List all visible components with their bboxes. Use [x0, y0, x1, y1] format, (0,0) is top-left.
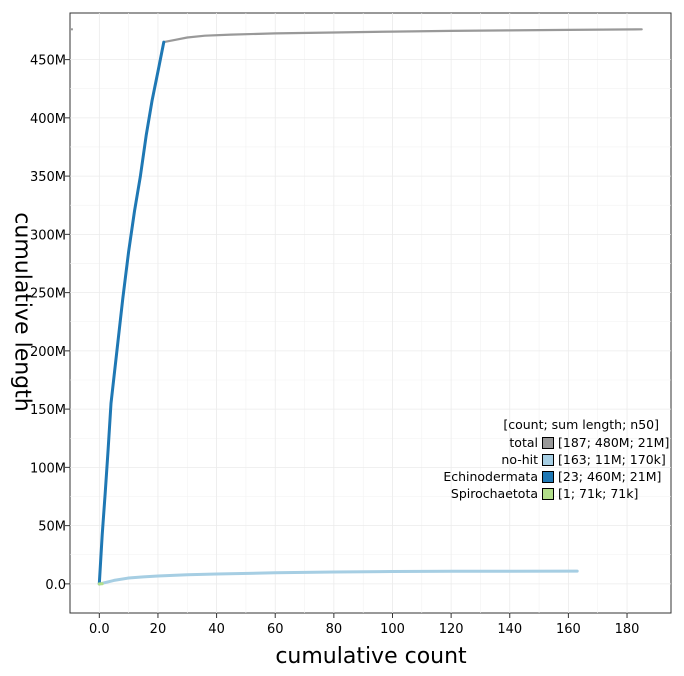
legend-swatch-total [542, 436, 554, 449]
x-axis-title: cumulative count [275, 644, 467, 669]
legend-swatch-no-hit [542, 453, 554, 466]
y-tick-label: 50M [38, 520, 66, 535]
legend-name: total [509, 435, 538, 450]
y-tick-label: 200M [30, 345, 66, 360]
plot-panel [69, 12, 672, 614]
legend-row-spirochaetota: Spirochaetota [1; 71k; 71k] [430, 485, 669, 502]
y-tick-label: 100M [30, 461, 66, 476]
y-tick-label: 250M [30, 287, 66, 302]
legend-value: [1; 71k; 71k] [558, 486, 639, 501]
series-lines [70, 28, 643, 586]
x-tick-label: 160 [556, 622, 581, 637]
y-tick-label: 450M [30, 54, 66, 69]
x-axis-ticks: 0.0 20 40 60 80 100 120 140 160 180 [89, 613, 639, 637]
x-tick-label: 20 [150, 622, 167, 637]
y-tick-label: 150M [30, 403, 66, 418]
series-line-total [162, 28, 643, 44]
x-tick-label: 80 [326, 622, 343, 637]
legend-name: no-hit [501, 452, 538, 467]
y-tick-label: 300M [30, 228, 66, 243]
legend-row-total: total [187; 480M; 21M] [430, 434, 669, 451]
series-line-echinodermata [97, 40, 166, 586]
y-tick-label: 0.0 [45, 578, 66, 593]
legend-row-no-hit: no-hit [163; 11M; 170k] [430, 451, 669, 468]
y-axis-ticks: 0.0 50M 100M 150M 200M 250M 300M 350M 400M 450M [30, 54, 70, 593]
legend-value: [187; 480M; 21M] [558, 435, 670, 450]
legend-row-echinodermata: Echinodermata [23; 460M; 21M] [430, 468, 669, 485]
legend: [count; sum length; n50] total [187; 480… [430, 417, 669, 502]
legend-swatch-spirochaetota [542, 487, 554, 500]
x-tick-label: 0.0 [89, 622, 110, 637]
legend-value: [23; 460M; 21M] [558, 469, 662, 484]
x-tick-label: 180 [615, 622, 640, 637]
legend-swatch-echinodermata [542, 470, 554, 483]
x-tick-label: 120 [439, 622, 464, 637]
y-tick-label: 350M [30, 170, 66, 185]
series-line-no-hit [100, 569, 579, 585]
y-tick-label: 400M [30, 112, 66, 127]
x-tick-label: 140 [497, 622, 522, 637]
x-tick-label: 40 [208, 622, 225, 637]
legend-value: [163; 11M; 170k] [558, 452, 666, 467]
legend-name: Spirochaetota [450, 486, 538, 501]
x-tick-label: 60 [267, 622, 284, 637]
legend-name: Echinodermata [443, 469, 538, 484]
gridlines [70, 13, 671, 613]
legend-title: [count; sum length; n50] [503, 417, 659, 432]
x-tick-label: 100 [380, 622, 405, 637]
